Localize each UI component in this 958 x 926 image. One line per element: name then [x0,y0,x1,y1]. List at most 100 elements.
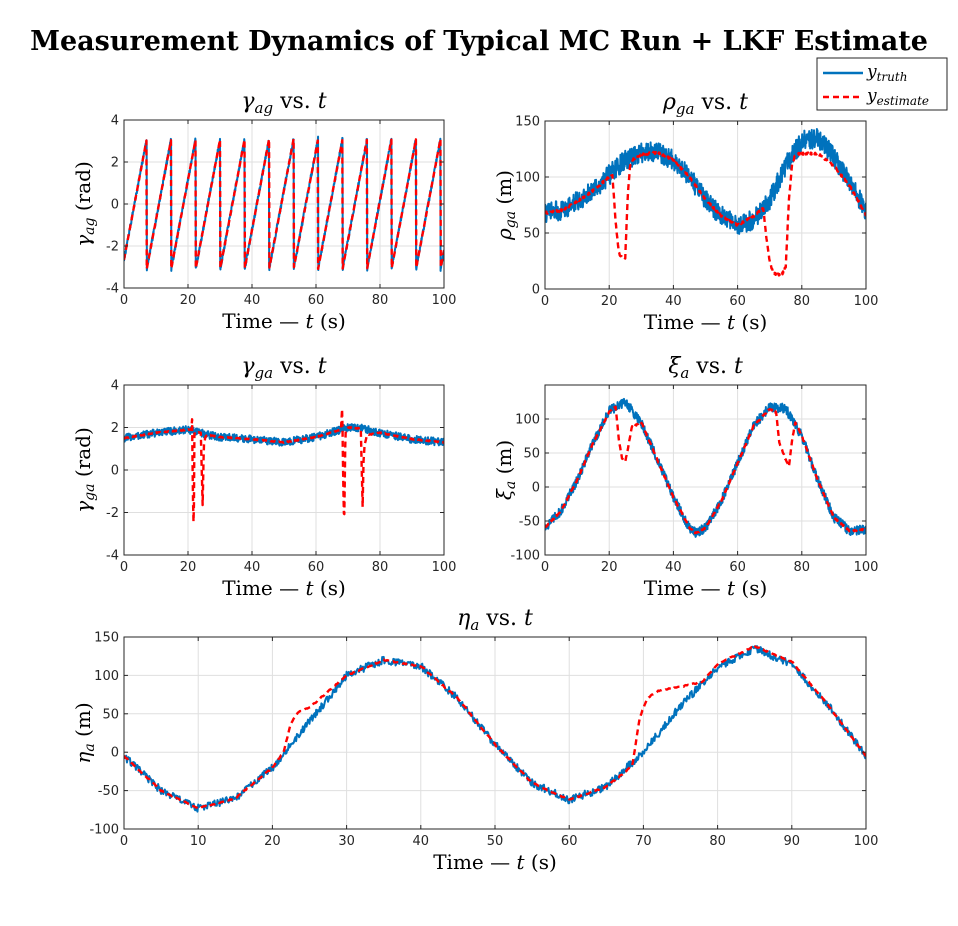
x-tick-label: 40 [244,293,261,308]
x-tick-label: 70 [635,834,652,849]
x-tick-label: 20 [601,294,618,309]
x-tick-label: 20 [180,560,197,575]
series-estimate-line [545,405,866,535]
y-tick-label: 0 [532,481,540,496]
y-tick-label: 50 [102,707,119,722]
y-axis-label: ρga (m) [492,170,519,241]
y-tick-label: -100 [510,549,540,564]
x-tick-label: 100 [854,834,879,849]
x-tick-label: 0 [120,293,128,308]
x-tick-label: 80 [794,560,811,575]
y-tick-label: 0 [111,198,119,213]
series-estimate-line [124,644,866,810]
series-truth-line [545,127,866,235]
x-axis-label: Time — t (s) [644,576,768,600]
x-tick-label: 60 [561,834,578,849]
x-tick-label: 50 [487,834,504,849]
axes-box [544,120,867,290]
y-tick-label: -100 [89,823,119,838]
y-tick-label: 2 [111,156,119,171]
x-tick-label: 20 [180,293,197,308]
y-tick-label: 150 [515,115,540,130]
series-estimate-line [545,150,866,277]
x-tick-label: 80 [372,293,389,308]
x-tick-label: 0 [541,294,549,309]
y-tick-label: -2 [106,240,119,255]
y-tick-label: 4 [111,114,119,129]
x-tick-label: 90 [784,834,801,849]
x-tick-label: 20 [264,834,281,849]
y-tick-label: -4 [106,549,119,564]
x-tick-label: 80 [372,560,389,575]
x-tick-label: 60 [729,294,746,309]
x-tick-label: 30 [338,834,355,849]
x-axis-label: Time — t (s) [644,310,768,334]
y-tick-label: 0 [532,283,540,298]
plot-lines [545,397,866,538]
plot-lines [124,407,444,523]
x-tick-label: 40 [413,834,430,849]
plot-lines [545,127,866,277]
subplot-eta_a: 0 10 20 30 40 50 60 70 80 90 100 -100 -50 0 50 100 150 ηa… [71,606,878,874]
y-tick-label: -50 [519,515,540,530]
x-tick-label: 100 [432,293,457,308]
legend-entry-estimate: yestimate [866,86,929,108]
subplot-xi_a: 0 20 40 60 80 100 -100 -50 0 50 100 ξa vs. t Time — … [492,354,878,600]
x-tick-label: 100 [854,294,879,309]
axes-box [544,384,867,556]
subplot-gamma_ag: 0 20 40 60 80 100 -4 -2 0 2 4 γag vs. t Time — t (s)… [71,89,456,333]
y-tick-label: 0 [111,746,119,761]
y-tick-label: 0 [111,464,119,479]
x-tick-label: 60 [308,293,325,308]
x-tick-label: 80 [709,834,726,849]
subplot-title: ρga vs. t [662,90,748,118]
plot-lines [124,135,444,272]
figure-title: Measurement Dynamics of Typical MC Run +… [30,26,928,57]
y-axis-label: ηa (m) [71,702,98,763]
subplot-title: ξa vs. t [668,354,743,382]
y-tick-label: 4 [111,379,119,394]
y-tick-label: -4 [106,282,119,297]
y-tick-label: 50 [523,227,540,242]
plot-lines [124,644,866,813]
x-tick-label: 40 [665,560,682,575]
y-tick-label: -50 [98,784,119,799]
y-tick-label: 100 [515,171,540,186]
y-tick-label: -2 [106,506,119,521]
y-tick-label: 150 [94,631,119,646]
subplot-title: ηa vs. t [457,606,533,634]
x-tick-label: 0 [541,560,549,575]
y-tick-label: 50 [523,447,540,462]
y-tick-label: 2 [111,421,119,436]
x-axis-label: Time — t (s) [433,850,557,874]
x-tick-label: 0 [120,834,128,849]
x-tick-label: 100 [432,560,457,575]
series-estimate-line [124,137,444,271]
x-tick-label: 80 [794,294,811,309]
legend-entry-truth: ytruth [866,62,907,84]
x-tick-label: 40 [244,560,261,575]
y-axis-label: ξa (m) [492,440,519,500]
y-tick-label: 100 [94,669,119,684]
x-tick-label: 0 [120,560,128,575]
y-axis-label: γga (rad) [71,427,98,513]
y-axis-label: γag (rad) [71,161,98,247]
x-tick-label: 60 [729,560,746,575]
subplot-gamma_ga: 0 20 40 60 80 100 -4 -2 0 2 4 γga vs. t Time — t (s)… [71,354,456,600]
y-tick-label: 100 [515,413,540,428]
x-axis-label: Time — t (s) [222,576,346,600]
x-axis-label: Time — t (s) [222,309,346,333]
x-tick-label: 60 [308,560,325,575]
subplot-rho_ga: 0 20 40 60 80 100 0 50 100 150 ρga vs. t Time — t (… [492,90,878,334]
x-tick-label: 10 [190,834,207,849]
subplot-title: γag vs. t [241,89,326,117]
subplot-title: γga vs. t [241,354,326,382]
legend-box [816,57,948,111]
series-estimate-line [124,407,444,523]
x-tick-label: 100 [854,560,879,575]
series-truth-line [124,423,444,447]
x-tick-label: 20 [601,560,618,575]
